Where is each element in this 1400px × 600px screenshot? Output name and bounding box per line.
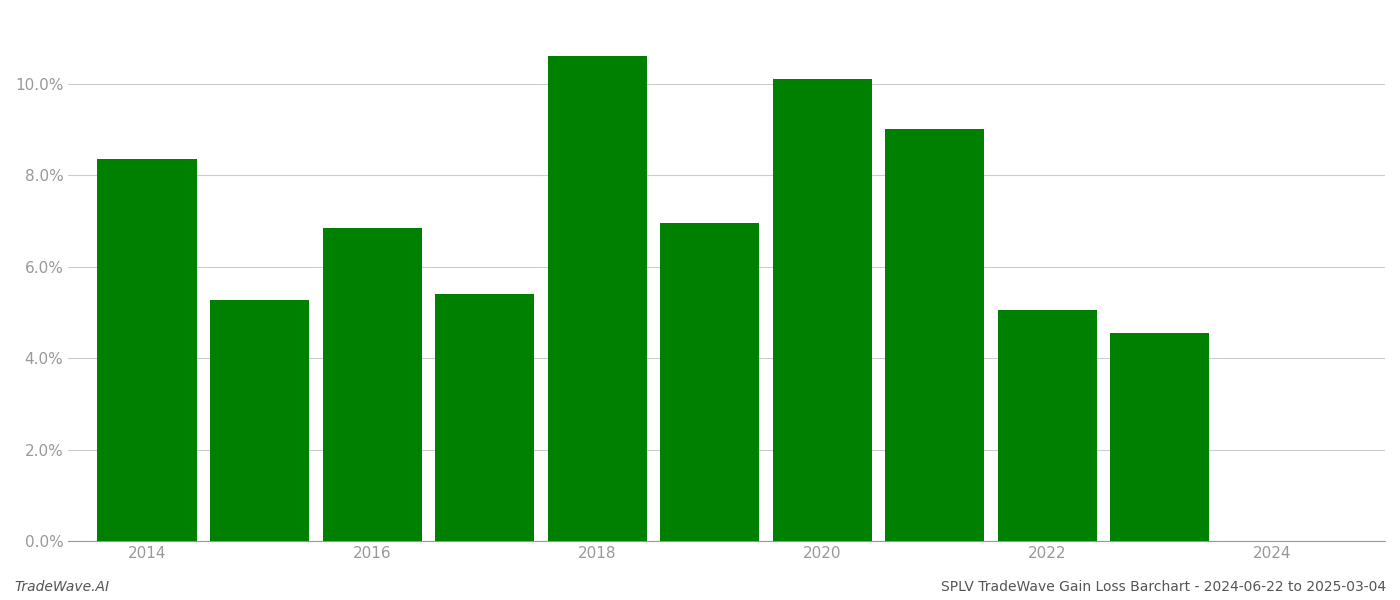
- Bar: [773, 79, 872, 541]
- Bar: [661, 223, 759, 541]
- Bar: [885, 130, 984, 541]
- Text: TradeWave.AI: TradeWave.AI: [14, 580, 109, 594]
- Bar: [210, 300, 309, 541]
- Bar: [322, 228, 421, 541]
- Bar: [547, 56, 647, 541]
- Bar: [435, 294, 535, 541]
- Text: SPLV TradeWave Gain Loss Barchart - 2024-06-22 to 2025-03-04: SPLV TradeWave Gain Loss Barchart - 2024…: [941, 580, 1386, 594]
- Bar: [1110, 333, 1210, 541]
- Bar: [98, 159, 196, 541]
- Bar: [998, 310, 1096, 541]
